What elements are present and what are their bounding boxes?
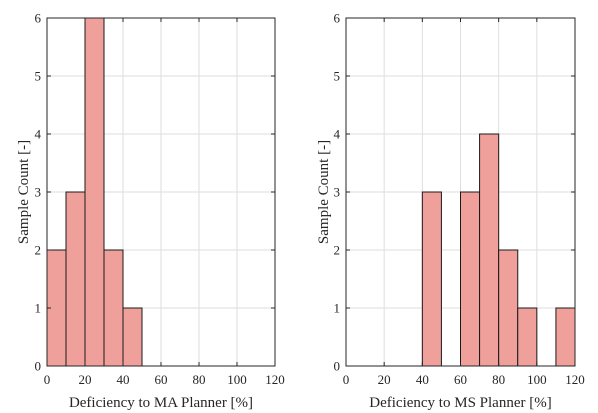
x-tick-label: 40 — [117, 372, 130, 387]
histogram-bar — [421, 191, 442, 367]
x-tick-label: 0 — [44, 372, 51, 387]
histogram-bar — [517, 307, 538, 367]
x-tick-label: 20 — [378, 372, 391, 387]
x-tick-label: 60 — [155, 372, 168, 387]
y-tick-label: 6 — [35, 11, 42, 26]
x-axis-label: Deficiency to MS Planner [%] — [369, 395, 551, 411]
y-axis-label: Sample Count [-] — [316, 140, 332, 244]
y-tick-label: 5 — [334, 69, 341, 84]
y-tick-label: 2 — [35, 243, 42, 258]
y-tick-label: 4 — [334, 127, 341, 142]
chart-panel-2: 0 20 40 60 80 100 120 0 1 2 3 4 5 6 Deficiency to MS P… — [316, 11, 585, 412]
y-tick-label: 6 — [334, 11, 341, 26]
x-tick-label: 0 — [343, 372, 350, 387]
x-tick-label: 100 — [227, 372, 247, 387]
x-tick-label: 60 — [454, 372, 467, 387]
histogram-bar — [65, 191, 86, 367]
x-tick-label: 80 — [492, 372, 505, 387]
x-axis-label: Deficiency to MA Planner [%] — [69, 395, 253, 411]
histogram-bar — [555, 307, 576, 367]
x-tick-label: 80 — [193, 372, 206, 387]
y-tick-label: 2 — [334, 243, 341, 258]
histogram-bar — [460, 191, 481, 367]
x-tick-label: 120 — [265, 372, 285, 387]
y-tick-label: 0 — [35, 359, 42, 374]
x-tick-label: 20 — [79, 372, 92, 387]
histogram-bar — [479, 133, 500, 367]
histogram-bar — [498, 249, 519, 367]
y-tick-label: 1 — [35, 301, 42, 316]
histogram-bar — [122, 307, 143, 367]
chart-panel-1: 0 20 40 60 80 100 120 0 1 2 3 4 5 6 Deficiency to MA P… — [16, 11, 285, 412]
y-tick-label: 0 — [334, 359, 341, 374]
x-tick-label: 120 — [565, 372, 585, 387]
y-tick-label: 1 — [334, 301, 341, 316]
histogram-bar — [103, 249, 124, 367]
x-tick-label: 100 — [527, 372, 547, 387]
histogram-bar — [84, 17, 105, 367]
y-axis-label: Sample Count [-] — [16, 140, 32, 244]
y-tick-label: 5 — [35, 69, 42, 84]
y-tick-label: 3 — [35, 185, 42, 200]
x-tick-label: 40 — [416, 372, 429, 387]
y-tick-label: 3 — [334, 185, 341, 200]
y-tick-label: 4 — [35, 127, 42, 142]
